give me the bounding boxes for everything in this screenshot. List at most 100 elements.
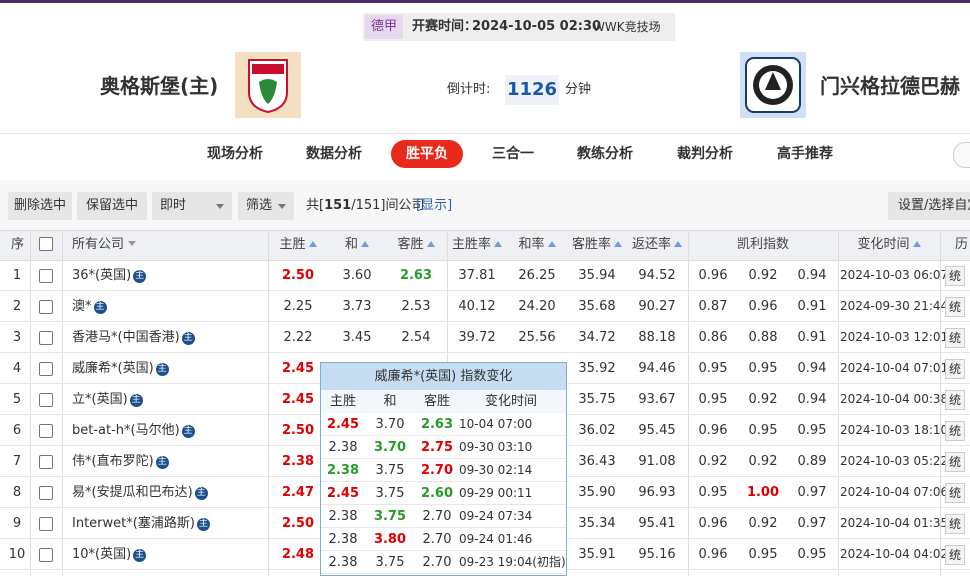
company-badge: 主	[194, 487, 208, 500]
company-name[interactable]: 香港马*(中国香港)	[72, 330, 180, 345]
rate: 35.90	[578, 485, 616, 500]
stats-button[interactable]: 统	[945, 359, 965, 379]
sort-arrow[interactable]	[361, 241, 369, 247]
row-checkbox[interactable]	[39, 486, 53, 500]
popup-odds: 2.38	[328, 509, 358, 524]
tab[interactable]: 现场分析	[207, 146, 263, 162]
sort-arrow[interactable]	[426, 241, 435, 247]
kelly: 0.92	[698, 454, 728, 469]
popup-row-border	[321, 458, 566, 459]
company-name[interactable]: 36*(英国)	[72, 268, 132, 283]
row-border	[0, 290, 970, 291]
row-checkbox[interactable]	[39, 300, 53, 314]
tab[interactable]: 数据分析	[306, 146, 362, 162]
popup-odds: 2.38	[328, 532, 358, 547]
company-name[interactable]: bet-at-h*(马尔他)	[72, 423, 180, 438]
rate: 34.72	[578, 330, 616, 345]
tab[interactable]: 三合一	[492, 146, 534, 162]
popup-odds: 3.80	[373, 532, 407, 547]
caret	[216, 204, 224, 209]
away-logo-art	[745, 57, 801, 113]
row-checkbox[interactable]	[39, 331, 53, 345]
stats-button[interactable]: 统	[945, 266, 965, 286]
company-name[interactable]: 威廉希*(英国)	[72, 361, 154, 376]
return-rate: 94.46	[638, 361, 676, 376]
away-team: 门兴格拉德巴赫	[820, 74, 960, 98]
sort-arrow[interactable]	[614, 241, 622, 247]
change-time: 2024-10-03 05:22	[840, 454, 949, 468]
popup-row-border	[321, 550, 566, 551]
popup-odds: 2.60	[420, 486, 454, 501]
sort-arrow[interactable]	[547, 241, 556, 247]
row-checkbox[interactable]	[39, 548, 53, 562]
header-time-text: 变化时间	[857, 237, 910, 252]
top-bar	[0, 0, 970, 3]
company-name[interactable]: Interwet*(塞浦路斯)	[72, 516, 195, 531]
caret[interactable]	[128, 241, 137, 246]
toggle[interactable]	[953, 142, 970, 168]
company-name[interactable]: 10*(英国)	[72, 547, 132, 562]
row-no: 1	[12, 268, 22, 283]
row-checkbox[interactable]	[39, 517, 53, 531]
kelly: 0.95	[797, 423, 827, 438]
delete-button[interactable]: 删除选中	[8, 192, 72, 220]
row-no: 3	[12, 330, 22, 345]
tab[interactable]: 裁判分析	[677, 146, 733, 162]
tab[interactable]: 教练分析	[577, 146, 633, 162]
popup-odds: 3.75	[375, 486, 405, 501]
tab[interactable]: 高手推荐	[777, 146, 833, 162]
stats-button[interactable]: 统	[945, 452, 965, 472]
stats-button[interactable]: 统	[945, 545, 965, 565]
home-logo	[235, 52, 301, 118]
odds: 2.45	[281, 392, 315, 407]
mode-select[interactable]: 即时	[152, 192, 232, 220]
header-column-text: 返还率	[631, 237, 671, 252]
kelly: 0.95	[698, 361, 728, 376]
stats-button[interactable]: 统	[945, 328, 965, 348]
stats-button[interactable]: 统	[945, 297, 965, 317]
stats-button[interactable]: 统	[945, 483, 965, 503]
settings-button[interactable]: 设置/选择自定	[888, 192, 970, 220]
popup-row-border	[321, 527, 566, 528]
popup-time: 09-30 02:14	[459, 463, 533, 477]
company-name[interactable]: 易*(安提瓜和巴布达)	[72, 485, 193, 500]
row-no: 7	[12, 454, 22, 469]
stats-button[interactable]: 统	[945, 390, 965, 410]
row-checkbox[interactable]	[39, 269, 53, 283]
sort-arrow[interactable]	[674, 241, 682, 247]
row-checkbox[interactable]	[39, 455, 53, 469]
keep-button[interactable]: 保留选中	[77, 192, 147, 220]
kelly: 0.94	[797, 392, 827, 407]
column-divider	[838, 230, 839, 576]
sort-arrow[interactable]	[494, 241, 502, 247]
popup-odds: 3.75	[375, 463, 405, 478]
change-time: 2024-10-03 18:10	[840, 423, 949, 437]
rate: 35.91	[578, 547, 616, 562]
stats-button[interactable]: 统	[945, 421, 965, 441]
kelly: 0.95	[748, 361, 778, 376]
rate: 36.43	[578, 454, 616, 469]
row-checkbox[interactable]	[39, 424, 53, 438]
company-name[interactable]: 伟*(直布罗陀)	[72, 454, 154, 469]
sort-arrow[interactable]	[912, 241, 921, 247]
company-count: 共[151/151]间公司	[306, 192, 424, 220]
popup-time: 10-04 07:00	[459, 417, 533, 431]
row-checkbox[interactable]	[39, 393, 53, 407]
tab[interactable]: 胜平负	[391, 140, 463, 168]
caret	[278, 204, 286, 209]
popup-header: 主胜	[329, 394, 356, 409]
odds: 2.54	[401, 330, 431, 345]
filter-select[interactable]: 筛选	[238, 192, 294, 220]
change-time: 2024-10-04 00:38	[840, 392, 949, 406]
company-name[interactable]: 立*(英国)	[72, 392, 128, 407]
league: 德甲	[365, 15, 403, 39]
stats-button[interactable]: 统	[945, 514, 965, 534]
popup-odds: 2.63	[420, 417, 454, 432]
header-checkbox[interactable]	[39, 237, 53, 251]
company-badge: 主	[155, 456, 169, 469]
show-link[interactable]: [显示]	[416, 198, 453, 213]
header-column: 和率	[507, 230, 567, 259]
row-checkbox[interactable]	[39, 362, 53, 376]
sort-arrow[interactable]	[308, 241, 317, 247]
company-name[interactable]: 澳*	[72, 299, 92, 314]
